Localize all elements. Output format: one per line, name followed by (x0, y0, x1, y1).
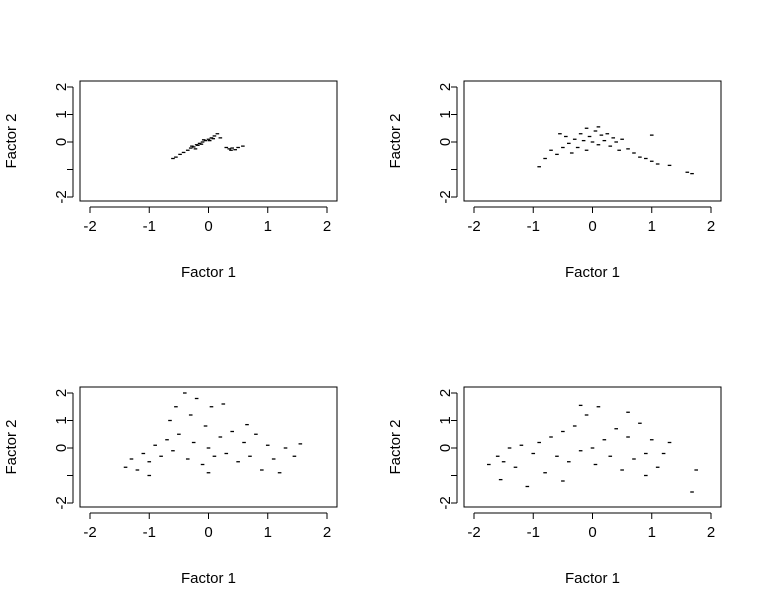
x-tick-label: -2 (83, 218, 96, 235)
x-tick-label: -2 (467, 218, 480, 235)
y-axis-label: Factor 2 (3, 419, 20, 474)
y-axis-label: Factor 2 (3, 113, 20, 168)
plot-frame (463, 386, 722, 508)
x-tick-label: 2 (323, 218, 331, 235)
plot-frame (463, 80, 722, 202)
y-axis-label: Factor 2 (387, 419, 404, 474)
x-tick-label: 1 (264, 218, 272, 235)
y-tick-label: 1 (53, 416, 70, 424)
plot-frame (79, 386, 338, 508)
y-tick-label: 0 (53, 444, 70, 452)
y-tick-label: 0 (437, 138, 454, 146)
x-axis-label: Factor 1 (565, 570, 620, 587)
x-tick-label: 1 (648, 524, 656, 541)
x-tick-label: 0 (588, 218, 596, 235)
y-tick-label: 2 (53, 389, 70, 397)
x-tick-label: 2 (707, 524, 715, 541)
x-tick-label: -1 (143, 524, 156, 541)
scatter-panel-4: -2 -1 0 1 2 -2 0 1 2 Factor 1 Factor 2 (387, 386, 722, 587)
y-tick-label: 2 (437, 83, 454, 91)
x-tick-label: -1 (527, 218, 540, 235)
x-tick-label: 2 (707, 218, 715, 235)
x-tick-label: 1 (264, 524, 272, 541)
x-tick-label: -2 (467, 524, 480, 541)
y-tick-label: 0 (437, 444, 454, 452)
y-axis-label: Factor 2 (387, 113, 404, 168)
x-axis-label: Factor 1 (181, 264, 236, 281)
x-tick-label: 0 (588, 524, 596, 541)
x-tick-label: 0 (204, 524, 212, 541)
y-tick-label: 0 (53, 138, 70, 146)
y-tick-label: 1 (437, 416, 454, 424)
y-tick-label: -2 (437, 496, 454, 509)
x-axis-label: Factor 1 (181, 570, 236, 587)
y-tick-label: -2 (53, 190, 70, 203)
y-tick-label: 1 (437, 110, 454, 118)
x-tick-label: -1 (527, 524, 540, 541)
y-tick-label: 1 (53, 110, 70, 118)
x-tick-label: 1 (648, 218, 656, 235)
scatter-panel-3: -2 -1 0 1 2 -2 0 1 2 Factor 1 Factor 2 (3, 386, 338, 587)
x-axis-label: Factor 1 (565, 264, 620, 281)
x-tick-label: 2 (323, 524, 331, 541)
y-tick-label: -2 (53, 496, 70, 509)
plot-frame (79, 80, 338, 202)
y-tick-label: -2 (437, 190, 454, 203)
y-tick-label: 2 (53, 83, 70, 91)
x-tick-label: 0 (204, 218, 212, 235)
scatter-panel-1: -2 -1 0 1 2 -2 0 1 2 Factor 1 Factor 2 (3, 80, 338, 281)
scatter-panel-2: -2 -1 0 1 2 -2 0 1 2 Factor 1 Factor 2 (387, 80, 722, 281)
x-tick-label: -1 (143, 218, 156, 235)
x-tick-label: -2 (83, 524, 96, 541)
y-tick-label: 2 (437, 389, 454, 397)
